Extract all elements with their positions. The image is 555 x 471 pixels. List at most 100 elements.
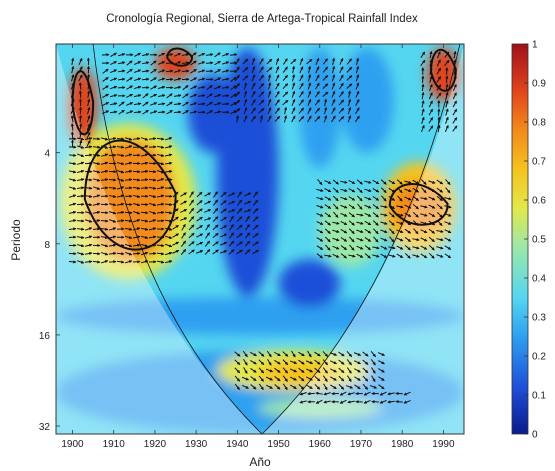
phase-arrow xyxy=(329,368,337,373)
phase-arrow xyxy=(396,179,403,185)
x-axis: 1900 1910 1920 1930 1940 1950 1960 1970 1980 1990 xyxy=(61,44,455,450)
phase-arrow xyxy=(84,211,93,215)
phase-arrow xyxy=(282,58,288,65)
phase-arrow xyxy=(323,400,331,404)
phase-arrow xyxy=(388,179,396,185)
phase-arrow xyxy=(299,392,307,396)
phase-arrow xyxy=(291,65,296,74)
phase-arrow xyxy=(196,216,203,222)
phase-arrow xyxy=(347,115,352,123)
coi-shade-right xyxy=(262,44,464,434)
phase-arrow xyxy=(157,110,166,114)
phase-arrow xyxy=(126,60,133,66)
phase-arrow xyxy=(258,359,265,366)
phase-arrow xyxy=(289,368,298,373)
phase-arrow xyxy=(166,109,173,115)
phase-arrow xyxy=(429,75,433,83)
phase-arrow xyxy=(125,145,133,149)
phase-arrow xyxy=(100,161,109,165)
phase-arrow xyxy=(258,383,264,391)
phase-arrow xyxy=(445,91,449,100)
phase-arrow xyxy=(126,93,134,98)
phase-arrow xyxy=(181,232,186,239)
phase-arrow xyxy=(322,66,328,73)
phase-arrow xyxy=(221,85,230,90)
phase-arrow xyxy=(108,260,117,264)
phase-arrow xyxy=(78,66,83,74)
phase-arrow xyxy=(354,368,361,373)
phase-arrow xyxy=(236,249,243,255)
phase-arrow xyxy=(148,251,157,256)
phase-arrow xyxy=(180,192,187,197)
phase-arrow xyxy=(378,360,385,365)
phase-arrow xyxy=(84,203,93,207)
phase-arrow xyxy=(164,161,173,165)
x-tick-label: 1950 xyxy=(267,439,290,450)
phase-arrow xyxy=(100,169,109,174)
phase-arrow xyxy=(314,375,321,382)
phase-arrow xyxy=(412,187,420,193)
phase-arrow xyxy=(266,384,273,389)
phase-arrow xyxy=(283,115,288,123)
phase-arrow xyxy=(172,200,179,206)
phase-arrow xyxy=(174,61,182,65)
phase-arrow xyxy=(109,102,118,106)
coherence-blob xyxy=(84,138,176,263)
phase-arrow xyxy=(92,170,101,174)
colorbar-tick-label: 1 xyxy=(532,40,538,51)
phase-arrow xyxy=(372,246,380,250)
phase-arrow xyxy=(291,90,296,98)
phase-arrow xyxy=(338,383,345,390)
phase-arrow xyxy=(244,232,251,239)
phase-arrow xyxy=(124,178,133,182)
y-axis-label: Periodo xyxy=(9,219,23,261)
phase-arrow xyxy=(380,229,388,233)
phase-arrow xyxy=(188,207,195,214)
phase-arrow xyxy=(142,93,149,99)
phase-arrow xyxy=(110,52,117,57)
phase-arrow xyxy=(298,107,304,114)
phase-arrow xyxy=(117,77,126,81)
phase-arrow xyxy=(85,227,93,231)
phase-arrow xyxy=(109,85,118,90)
phase-arrow xyxy=(156,145,165,149)
phase-arrow xyxy=(213,102,222,106)
chart-title: Cronología Regional, Sierra de Artega-Tr… xyxy=(106,13,418,25)
phase-arrow xyxy=(381,195,387,202)
phase-arrow xyxy=(258,367,265,374)
phase-arrow xyxy=(243,90,248,98)
phase-arrow xyxy=(124,260,133,264)
colorbar-tick-label: 0.5 xyxy=(532,235,546,246)
phase-arrow xyxy=(339,66,344,74)
phase-arrow xyxy=(291,115,296,123)
phase-arrow xyxy=(252,208,259,214)
phase-arrow xyxy=(372,212,379,218)
phase-arrow xyxy=(332,195,339,202)
phase-arrow xyxy=(165,53,174,57)
phase-arrow xyxy=(141,137,149,141)
phase-arrow xyxy=(133,77,142,82)
phase-arrow xyxy=(445,116,449,124)
phase-arrow xyxy=(252,224,259,230)
phase-arrow xyxy=(357,203,363,210)
phase-arrow xyxy=(339,57,344,65)
y-tick-label: 32 xyxy=(39,422,51,433)
phase-arrow xyxy=(354,115,360,123)
phase-arrow xyxy=(332,253,340,258)
phase-arrow xyxy=(234,367,241,374)
phase-arrow xyxy=(452,108,458,116)
phase-arrow xyxy=(421,100,425,108)
phase-arrow xyxy=(228,192,236,197)
coherence-blob xyxy=(56,297,464,335)
phase-arrow xyxy=(347,400,355,404)
phase-arrow xyxy=(298,116,305,122)
phase-arrow xyxy=(244,200,252,205)
phase-arrow xyxy=(340,245,348,251)
phase-arrow xyxy=(387,400,395,404)
phase-arrow xyxy=(404,244,411,251)
phase-arrow xyxy=(189,199,194,206)
phase-arrow xyxy=(109,110,118,114)
phase-arrow xyxy=(205,223,210,231)
phase-arrow xyxy=(421,83,425,92)
phase-arrow xyxy=(420,221,428,225)
